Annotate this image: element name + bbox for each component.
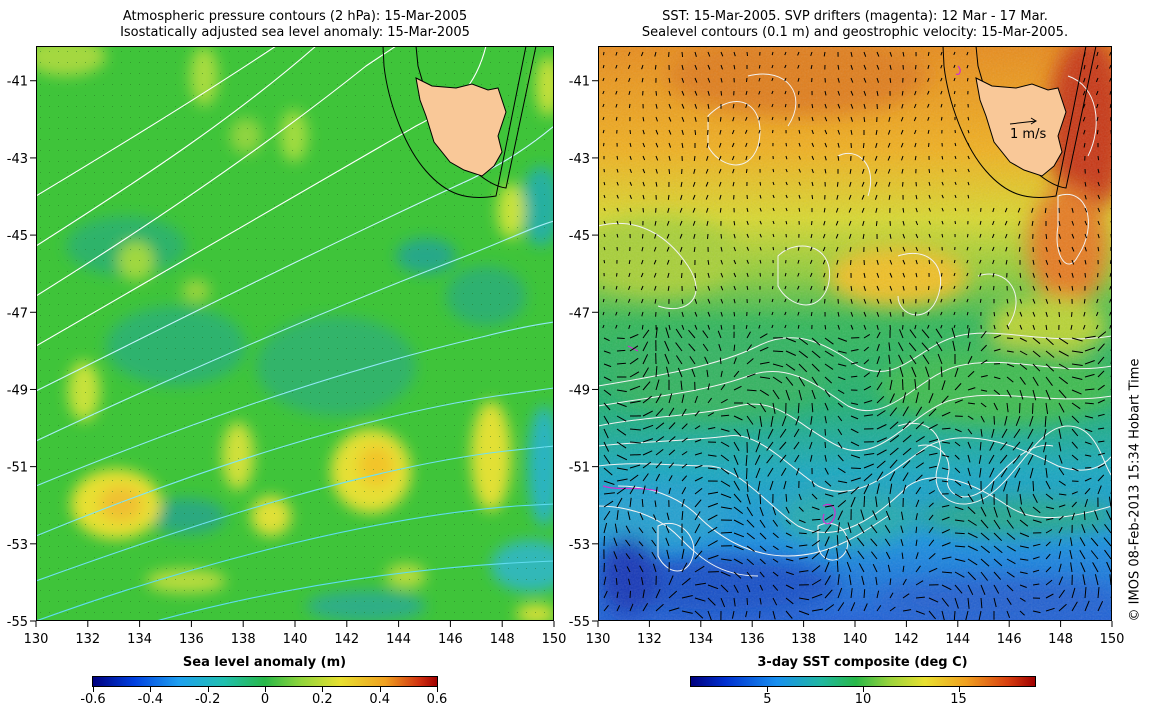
- right-map-title-line2: Sealevel contours (0.1 m) and geostrophi…: [641, 25, 1069, 40]
- right-map-lat-label: -55: [569, 615, 590, 630]
- right-map-lat-label: -53: [569, 538, 590, 553]
- right-map-lon-label: 148: [1048, 632, 1073, 647]
- sst-colorbar-label: 5: [763, 692, 772, 707]
- right-map-lat-label: -45: [569, 229, 590, 244]
- left-map-lat-label: -55: [7, 615, 28, 630]
- sla-colorbar-tick: [322, 687, 324, 692]
- left-map-lon-label: 132: [75, 632, 100, 647]
- sla-colorbar: [92, 676, 438, 687]
- sst-colorbar-tick: [958, 687, 960, 692]
- left-map-lon-label: 148: [490, 632, 515, 647]
- sla-colorbar-label: 0: [260, 692, 270, 707]
- right-map-lon-label: 146: [997, 632, 1022, 647]
- right-map-lon-label: 134: [688, 632, 713, 647]
- right-map-lat-label: -49: [569, 383, 590, 398]
- sst-colorbar-tick: [767, 687, 769, 692]
- left-map-lat-label: -53: [7, 538, 28, 553]
- left-map-lat-label: -47: [7, 306, 28, 321]
- right-map-lon-label: 140: [843, 632, 868, 647]
- left-map-lon-label: 142: [334, 632, 359, 647]
- sla-colorbar-label: -0.4: [137, 692, 164, 707]
- sla-colorbar-label: 0.6: [426, 692, 448, 707]
- sla-colorbar-tick: [93, 687, 94, 692]
- left-map-lat-label: -45: [7, 229, 28, 244]
- left-map-lon-label: 144: [386, 632, 411, 647]
- right-map-lon-label: 138: [791, 632, 816, 647]
- right-map-axes: 130 132 134 136 138 140 142 144 146 148 150 -41 -43 -…: [569, 75, 1125, 647]
- sla-colorbar-tick: [379, 687, 381, 692]
- left-map-lon-label: 138: [231, 632, 256, 647]
- right-map-lat-label: -47: [569, 306, 590, 321]
- left-map-lon-label: 136: [179, 632, 204, 647]
- right-map-lon-label: 136: [740, 632, 765, 647]
- sst-composite-map: 1 m/s: [598, 46, 1112, 621]
- right-map-lon-label: 150: [1100, 632, 1125, 647]
- sst-colorbar-tick: [863, 687, 864, 692]
- sst-colorbar: [690, 676, 1036, 687]
- left-map-lat-label: -51: [7, 461, 28, 476]
- left-map-lon-label: 150: [542, 632, 567, 647]
- sst-colorbar-label: 15: [950, 692, 967, 707]
- sla-colorbar-tick: [437, 687, 438, 692]
- left-map-title-line2: Isostatically adjusted sea level anomaly…: [120, 25, 470, 40]
- right-map-title: SST: 15-Mar-2005. SVP drifters (magenta)…: [598, 9, 1112, 41]
- left-map-title-line1: Atmospheric pressure contours (2 hPa): 1…: [122, 9, 468, 24]
- left-map-lat-label: -43: [7, 152, 28, 167]
- sla-colorbar-label: 0.4: [369, 692, 390, 707]
- right-map-title-line1: SST: 15-Mar-2005. SVP drifters (magenta)…: [662, 9, 1048, 24]
- sla-colorbar-tick: [150, 687, 152, 692]
- sla-colorbar-title: Sea level anomaly (m): [182, 655, 347, 670]
- left-map-lat-label: -41: [7, 75, 28, 90]
- copyright-text: © IMOS 08-Feb-2013 15:34 Hobart Time: [1127, 358, 1143, 622]
- right-map-lon-label: 132: [637, 632, 662, 647]
- velocity-arrows: [602, 51, 1112, 621]
- sst-colorbar-title: 3-day SST composite (deg C): [757, 655, 968, 670]
- left-map-lon-label: 140: [283, 632, 308, 647]
- left-map-lat-label: -49: [7, 383, 28, 398]
- geostrophic-velocity-vectors: [602, 51, 1112, 621]
- sst-colorbar-label: 10: [854, 692, 872, 707]
- sla-colorbar-label: -0.6: [80, 692, 106, 707]
- right-map-lon-label: 142: [894, 632, 919, 647]
- right-map-lat-label: -51: [569, 461, 590, 476]
- sla-colorbar-label: 0.2: [311, 692, 333, 707]
- sea-level-anomaly-map: [36, 46, 554, 621]
- right-map-lat-label: -41: [569, 75, 590, 90]
- sla-colorbar-tick: [265, 687, 266, 692]
- velocity-scale-label: 1 m/s: [1010, 127, 1046, 142]
- left-map-lon-label: 134: [127, 632, 152, 647]
- right-map-lon-label: 130: [586, 632, 611, 647]
- left-map-lon-label: 130: [24, 632, 49, 647]
- left-map-lon-label: 146: [438, 632, 463, 647]
- sla-colorbar-label: -0.2: [194, 692, 221, 707]
- left-map-title: Atmospheric pressure contours (2 hPa): 1…: [36, 9, 554, 41]
- velocity-scale: 1 m/s: [1009, 117, 1046, 142]
- left-map-axes: 130 132 134 136 138 140 142 144 146 148 150 -41 -43 -…: [7, 75, 567, 647]
- sla-colorbar-tick: [207, 687, 209, 692]
- right-map-lon-label: 144: [945, 632, 970, 647]
- right-map-lat-label: -43: [569, 152, 590, 167]
